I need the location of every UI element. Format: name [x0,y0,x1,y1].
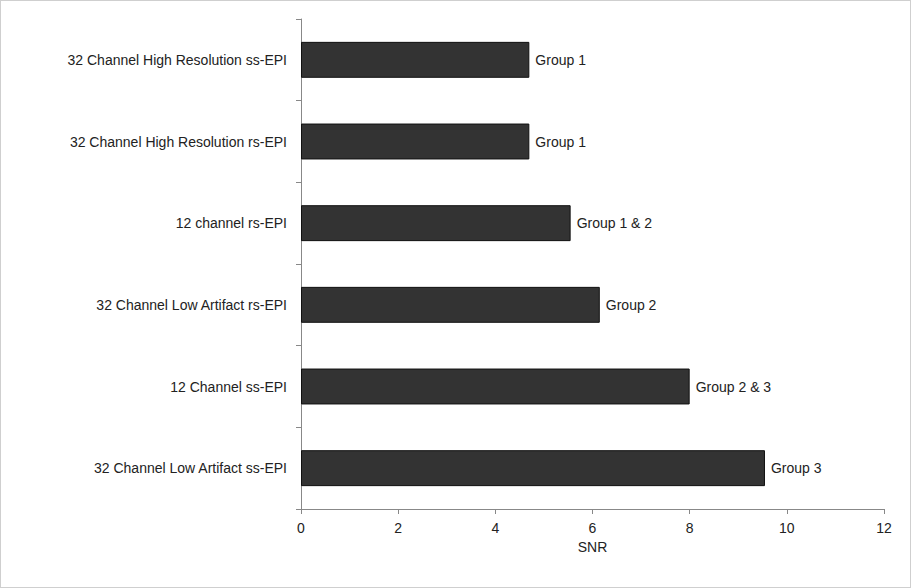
svg-text:0: 0 [297,520,305,536]
svg-text:Group 1: Group 1 [535,52,586,68]
svg-text:Group 1: Group 1 [535,134,586,150]
svg-text:12 channel rs-EPI: 12 channel rs-EPI [176,215,287,231]
svg-text:12: 12 [876,520,892,536]
svg-text:32 Channel High Resolution rs-: 32 Channel High Resolution rs-EPI [70,134,287,150]
svg-text:8: 8 [686,520,694,536]
svg-text:Group 2: Group 2 [606,297,657,313]
svg-text:Group 1 & 2: Group 1 & 2 [577,215,653,231]
svg-text:32 Channel Low Artifact rs-EPI: 32 Channel Low Artifact rs-EPI [96,297,287,313]
svg-text:10: 10 [779,520,795,536]
svg-text:4: 4 [491,520,499,536]
svg-text:2: 2 [394,520,402,536]
svg-text:32 Channel Low Artifact ss-EPI: 32 Channel Low Artifact ss-EPI [94,460,287,476]
svg-text:6: 6 [589,520,597,536]
svg-text:12 Channel ss-EPI: 12 Channel ss-EPI [170,379,287,395]
svg-text:Group 2 & 3: Group 2 & 3 [696,379,772,395]
svg-text:SNR: SNR [578,539,608,555]
svg-text:32 Channel High Resolution ss-: 32 Channel High Resolution ss-EPI [68,52,287,68]
svg-text:Group 3: Group 3 [771,460,822,476]
